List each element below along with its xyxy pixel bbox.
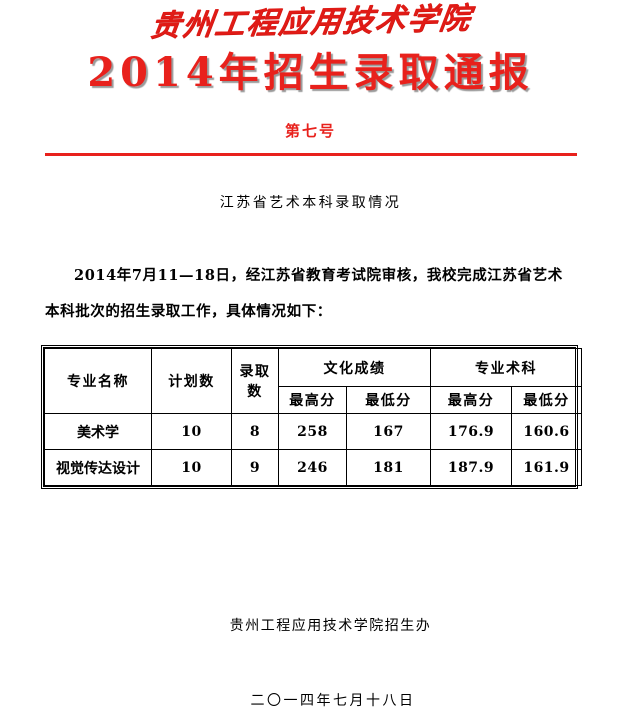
cell-culture-high: 246 [278,449,347,486]
results-table-container: 专业名称 计划数 录取数 文化成绩 专业术科 最高分 最低分 最高分 最低分 美… [41,345,582,489]
table-body: 美术学 10 8 258 167 176.9 160.6 视觉传达设计 10 9… [44,413,582,486]
masthead-school-name: 贵州工程应用技术学院 [147,1,474,44]
header-plan-count: 计划数 [151,348,232,414]
table-row: 视觉传达设计 10 9 246 181 187.9 161.9 [44,449,582,486]
date-block: 二〇一四年七月十八日 [0,690,621,710]
cell-skill-low: 160.6 [511,413,582,450]
signature-block: 贵州工程应用技术学院招生办 [0,615,621,635]
header-skill-group: 专业术科 [430,348,582,387]
cell-skill-high: 176.9 [430,413,512,450]
main-title: 2014年招生录取通报 [0,52,621,94]
subtitle: 江苏省艺术本科录取情况 [0,192,621,212]
table-header-row-top: 专业名称 计划数 录取数 文化成绩 专业术科 [44,348,582,414]
issue-number: 第七号 [0,120,621,141]
issue-number-text: 第七号 [284,122,336,140]
table-header-row-sub: 最高分 最低分 最高分 最低分 [45,386,582,414]
cell-major: 美术学 [44,413,152,450]
header-major: 专业名称 [44,348,152,414]
red-divider-rule [45,153,577,156]
cell-admitted-count: 8 [231,413,279,450]
signature-text: 贵州工程应用技术学院招生办 [229,618,432,634]
header-culture-high: 最高分 [278,386,347,414]
header-admitted-count: 录取数 [231,348,279,414]
cell-major: 视觉传达设计 [44,449,152,486]
cell-plan-count: 10 [151,413,232,450]
subtitle-text: 江苏省艺术本科录取情况 [219,195,402,211]
cell-plan-count: 10 [151,449,232,486]
cell-culture-low: 181 [346,449,431,486]
results-table: 专业名称 计划数 录取数 文化成绩 专业术科 最高分 最低分 最高分 最低分 美… [44,348,582,486]
cell-culture-low: 167 [346,413,431,450]
header-skill-low: 最低分 [511,386,582,414]
body-paragraph: 2014年7月11—18日，经江苏省教育考试院审核，我校完成江苏省艺术本科批次的… [45,267,563,320]
header-skill-high: 最高分 [430,386,512,414]
table-row: 美术学 10 8 258 167 176.9 160.6 [44,413,582,450]
table-header: 专业名称 计划数 录取数 文化成绩 专业术科 最高分 最低分 最高分 最低分 [44,348,582,414]
header-culture-group: 文化成绩 [278,348,431,387]
cell-culture-high: 258 [278,413,347,450]
cell-admitted-count: 9 [231,449,279,486]
header-culture-low: 最低分 [346,386,431,414]
main-title-text: 2014年招生录取通报 [87,49,534,96]
date-text: 二〇一四年七月十八日 [250,693,416,709]
masthead: 贵州工程应用技术学院 [0,1,621,44]
cell-skill-low: 161.9 [511,449,582,486]
cell-skill-high: 187.9 [430,449,512,486]
